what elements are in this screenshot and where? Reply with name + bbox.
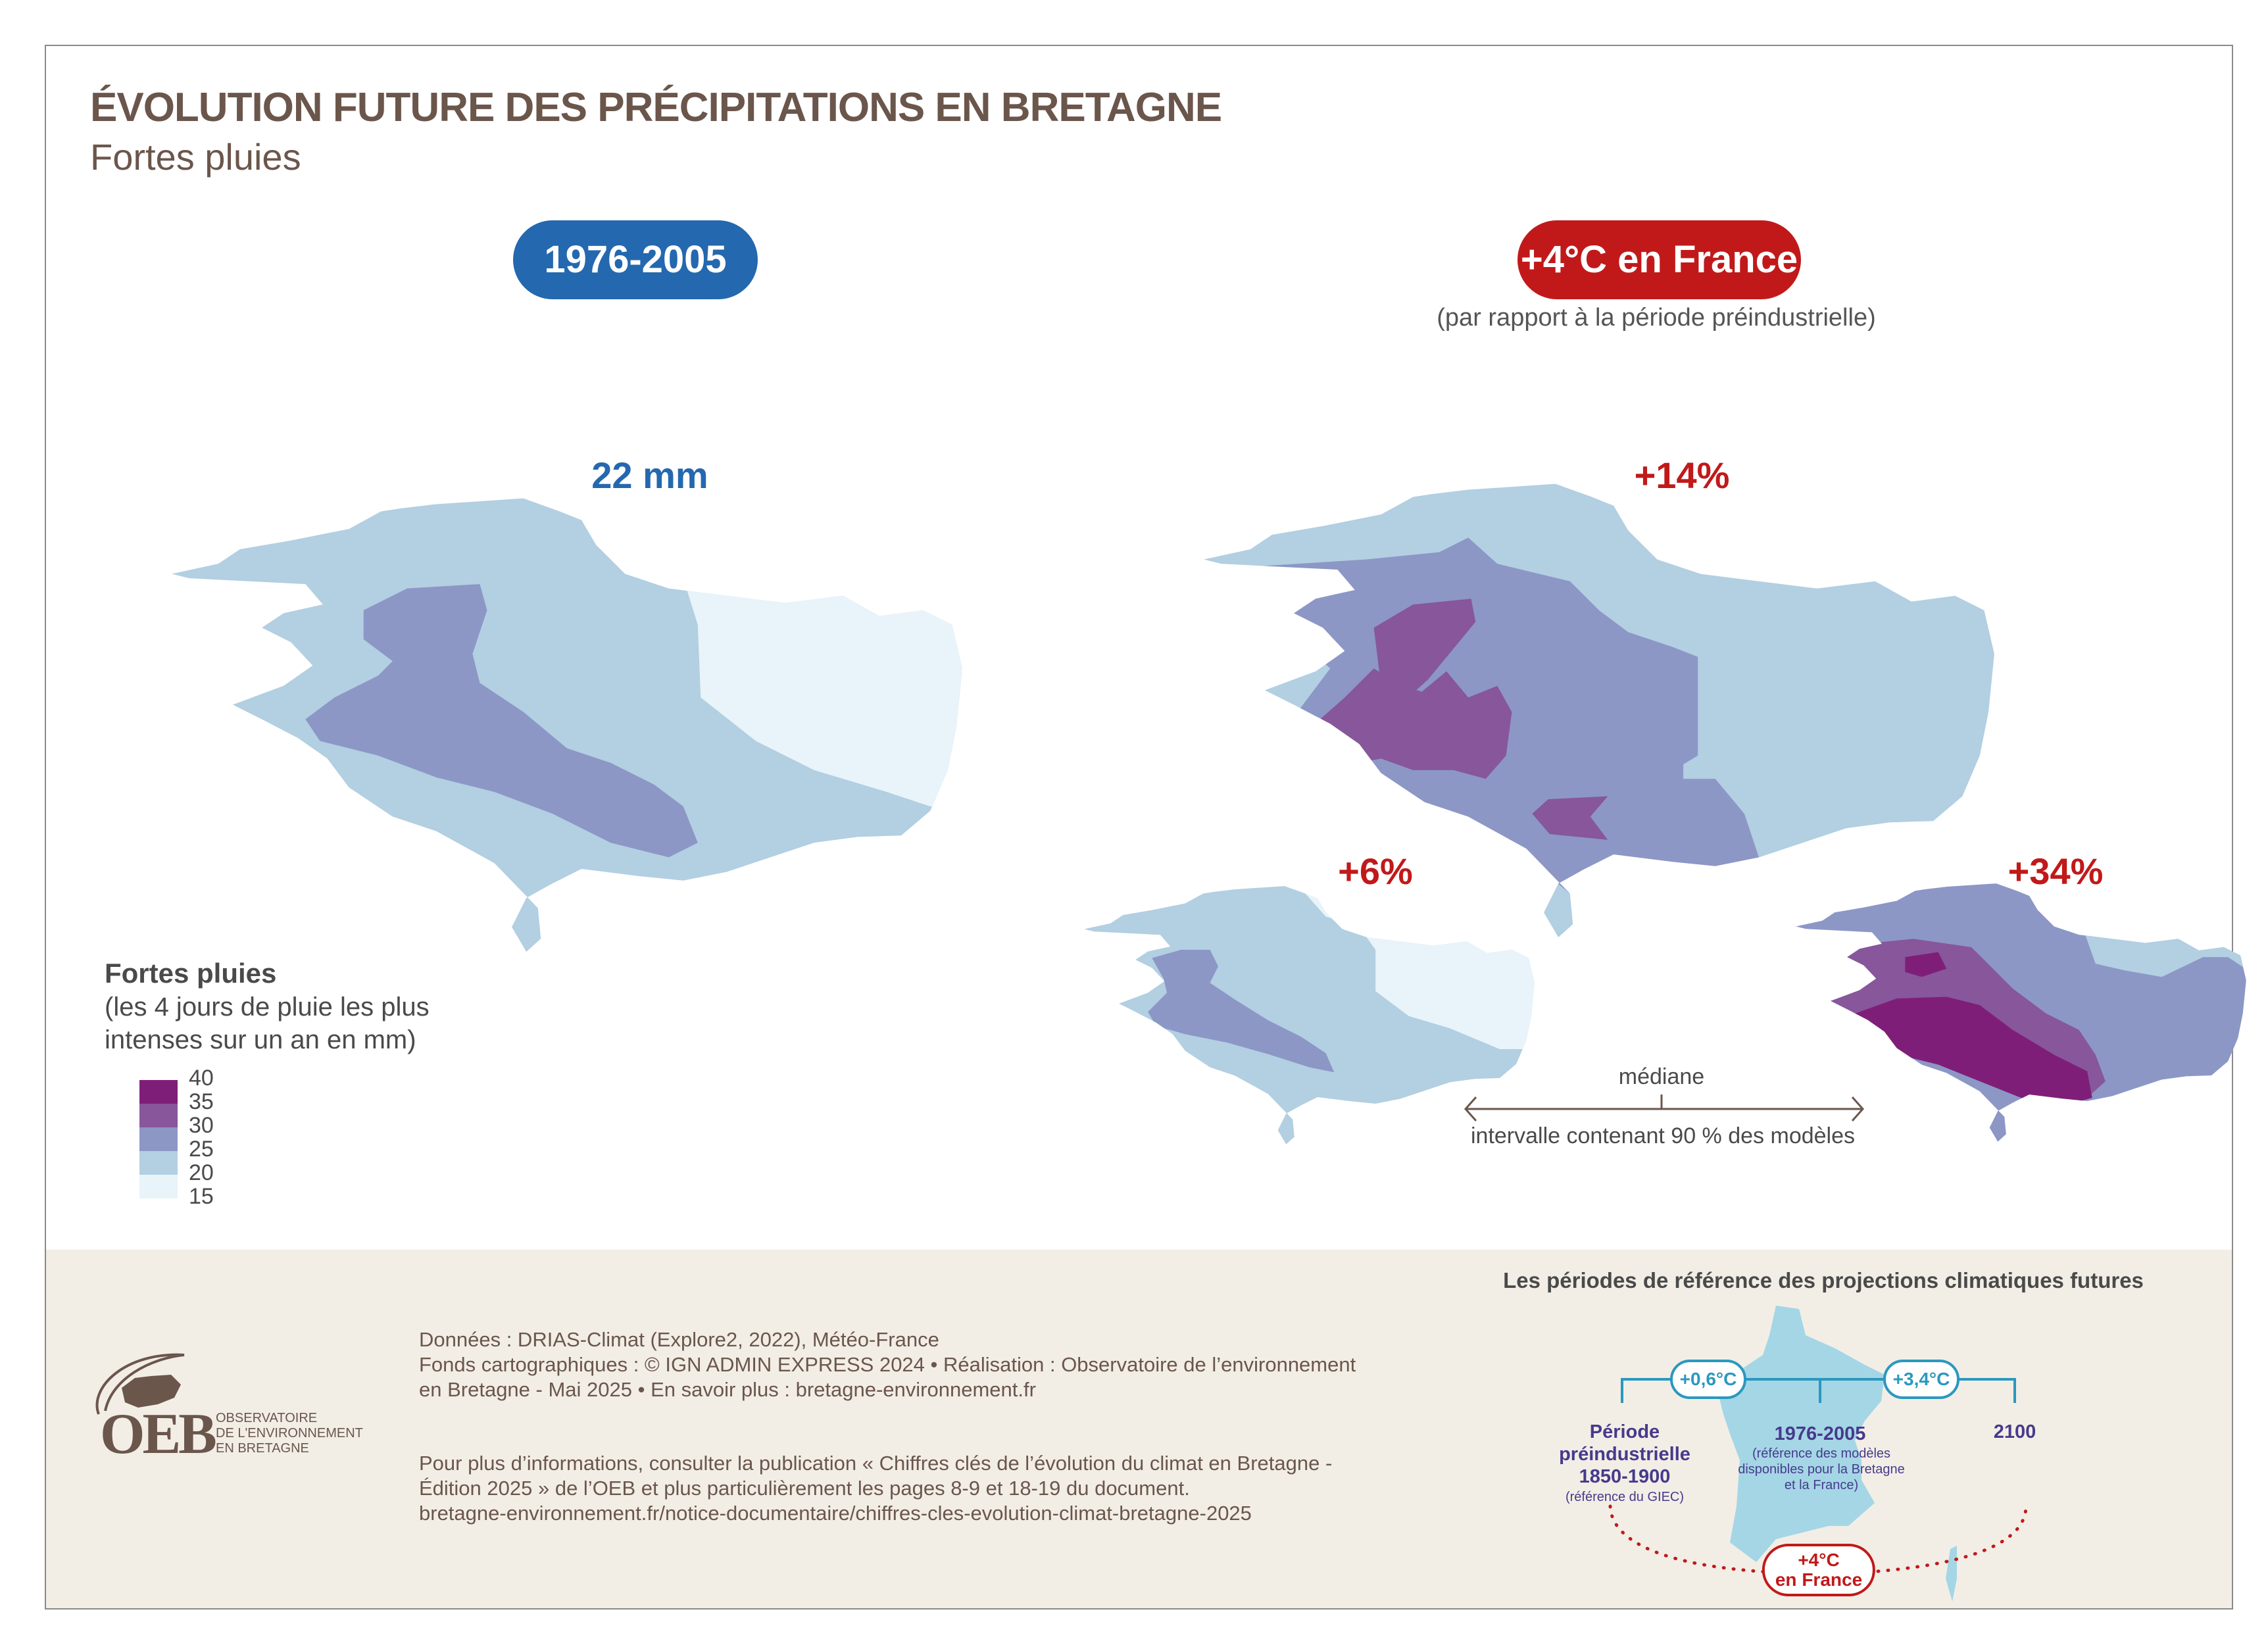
corsica-icon <box>1946 1546 1957 1602</box>
legend-swatch-15-20 <box>139 1175 178 1198</box>
baseline-period-badge: 1976-2005 <box>513 220 758 299</box>
credits-data-source: Données : DRIAS-Climat (Explore2, 2022),… <box>419 1328 939 1351</box>
preindustrial-line-2: préindustrielle <box>1559 1444 1690 1465</box>
interval-arrow <box>1464 1094 1865 1121</box>
page-title: ÉVOLUTION FUTURE DES PRÉCIPITATIONS EN B… <box>90 85 1222 130</box>
legend-swatch-25-30 <box>139 1127 178 1151</box>
baseline-note-line-3: et la France) <box>1784 1478 1859 1492</box>
more-info-block: Pour plus d’informations, consulter la p… <box>419 1451 1332 1526</box>
target-warming-badge: +4°C en France <box>1762 1544 1876 1596</box>
legend-description: (les 4 jours de pluie les plus intenses … <box>105 993 430 1054</box>
contour-25-30 <box>1148 949 1335 1073</box>
map-baseline <box>172 498 962 952</box>
contour-30-35 <box>1532 796 1608 840</box>
preindustrial-years: 1850-1900 <box>1579 1466 1671 1487</box>
target-line-1: +4°C <box>1798 1550 1840 1570</box>
legend-tick-label: 20 <box>189 1160 214 1185</box>
map-low-value: +6% <box>1338 850 1413 892</box>
map-median <box>1204 483 1994 937</box>
more-info-line-2: Édition 2025 » de l’OEB et plus particul… <box>419 1477 1190 1500</box>
contour-35-40 <box>1855 996 2092 1106</box>
preindustrial-line-1: Période <box>1589 1421 1660 1442</box>
more-info-line-1: Pour plus d’informations, consulter la p… <box>419 1452 1333 1475</box>
logo-brittany-emblem-icon <box>95 1353 185 1415</box>
contour-30-35 <box>1373 599 1476 701</box>
legend-tick-label: 40 <box>189 1066 214 1091</box>
warming-preindustrial-to-baseline: +0,6°C <box>1670 1360 1746 1399</box>
interval-label: intervalle contenant 90 % des modèles <box>1470 1123 1856 1148</box>
footer-panel <box>46 1250 2232 1608</box>
legend-swatch-20-25 <box>139 1151 178 1175</box>
reference-periods-diagram <box>1608 1306 2028 1602</box>
map-high-value: +34% <box>2008 850 2104 892</box>
baseline-period-label: 1976-2005 <box>1774 1423 1866 1444</box>
baseline-period-note: (référence des modèles disponibles pour … <box>1738 1446 1905 1493</box>
map-high <box>1796 883 2246 1142</box>
legend-swatch-35-40 <box>139 1080 178 1104</box>
legend-tick-label: 25 <box>189 1137 214 1162</box>
reference-periods-title: Les périodes de référence des projection… <box>1503 1268 2144 1292</box>
baseline-note-line-1: (référence des modèles <box>1752 1446 1891 1461</box>
target-line-2: en France <box>1775 1569 1863 1590</box>
median-label: médiane <box>1618 1064 1705 1089</box>
oeb-logo: OEB OBSERVATOIRE DE L'ENVIRONNEMENT EN B… <box>86 1348 375 1466</box>
legend-tick-label: 30 <box>189 1113 214 1138</box>
credits-basemap: Fonds cartographiques : © IGN ADMIN EXPR… <box>419 1353 1356 1376</box>
future-scenario-badge: +4°C en France <box>1517 220 1801 299</box>
preindustrial-period-label: Période préindustrielle 1850-1900 <box>1559 1421 1690 1488</box>
baseline-note-line-2: disponibles pour la Bretagne <box>1738 1462 1905 1477</box>
credits-block: Données : DRIAS-Climat (Explore2, 2022),… <box>419 1327 1356 1402</box>
logo-letters: OEB <box>100 1402 217 1466</box>
horizon-label: 2100 <box>1993 1421 2036 1442</box>
contour-25-30 <box>305 584 698 858</box>
map-low <box>1084 886 1535 1144</box>
map-median-value: +14% <box>1634 455 1730 496</box>
legend-swatch-30-35 <box>139 1104 178 1127</box>
logo-line-1: OBSERVATOIRE <box>216 1411 318 1425</box>
contour-35-40 <box>1905 952 1947 977</box>
page-subtitle: Fortes pluies <box>90 136 301 178</box>
map-baseline-value: 22 mm <box>591 455 708 496</box>
warming-baseline-to-2100: +3,4°C <box>1883 1360 1960 1399</box>
more-info-url[interactable]: bretagne-environnement.fr/notice-documen… <box>419 1502 1252 1525</box>
logo-line-2: DE L'ENVIRONNEMENT <box>216 1426 363 1440</box>
legend-title: Fortes pluies <box>105 958 277 989</box>
logo-line-3: EN BRETAGNE <box>216 1441 309 1456</box>
preindustrial-note: (référence du GIEC) <box>1565 1490 1685 1504</box>
future-scenario-note: (par rapport à la période préindustriell… <box>1437 304 1876 332</box>
credits-link[interactable]: en Bretagne - Mai 2025 • En savoir plus … <box>419 1378 1036 1401</box>
legend-tick-label: 35 <box>189 1089 214 1114</box>
legend-tick-label: 15 <box>189 1184 214 1209</box>
france-map-icon <box>1717 1306 1885 1562</box>
figure-frame <box>45 45 2233 1610</box>
